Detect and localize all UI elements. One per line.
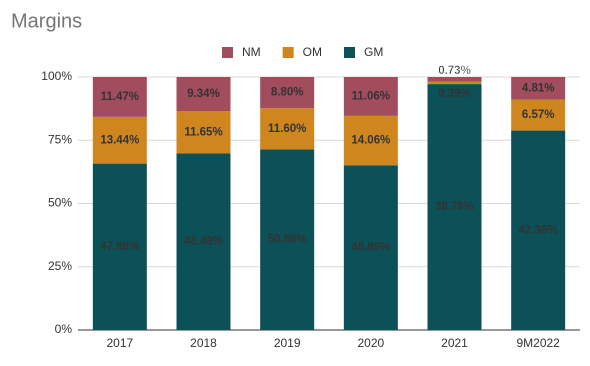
legend-label: GM <box>364 45 383 59</box>
data-label: 0.73% <box>438 65 471 77</box>
legend-label: NM <box>242 45 261 59</box>
legend-swatch <box>222 47 233 58</box>
data-label: 13.44% <box>100 134 139 146</box>
data-label: 11.65% <box>184 126 222 138</box>
data-label: 14.06% <box>351 135 390 147</box>
bar-segment <box>260 149 315 330</box>
bar-segment <box>427 84 482 331</box>
y-tick-label: 50% <box>48 196 72 210</box>
legend-swatch <box>344 47 356 58</box>
data-label: 11.47% <box>101 91 139 103</box>
data-label: 50.88% <box>268 234 307 246</box>
bar-segment <box>176 153 231 330</box>
data-label: 38.78% <box>435 201 474 213</box>
legend-swatch <box>282 47 294 58</box>
bar-segment <box>511 77 566 100</box>
bar-segment <box>343 115 398 166</box>
data-label: 46.89% <box>351 242 390 254</box>
data-label: 6.57% <box>522 109 555 121</box>
data-label: 11.06% <box>352 90 390 102</box>
bar-segment <box>260 77 315 109</box>
y-tick-label: 100% <box>41 69 72 83</box>
data-label: 8.80% <box>271 87 304 99</box>
bar-segment <box>343 77 398 116</box>
data-label: 9.34% <box>187 88 220 100</box>
data-label: 42.36% <box>519 224 558 236</box>
y-tick-label: 25% <box>48 259 72 273</box>
bar-segment <box>427 81 482 85</box>
bar-segment <box>176 111 231 154</box>
bar-segment <box>92 116 147 164</box>
data-label: 11.60% <box>268 123 306 135</box>
data-label: 0.39% <box>438 88 471 100</box>
y-tick-label: 0% <box>55 322 73 336</box>
bar-segment <box>92 163 147 330</box>
bar-segment <box>427 77 482 82</box>
bar-segment <box>176 77 231 112</box>
bar-segment <box>260 108 315 150</box>
bar-segment <box>511 130 566 330</box>
legend-label: OM <box>303 45 322 59</box>
bar-segment <box>343 165 398 330</box>
bar-segment <box>511 99 566 131</box>
y-tick-label: 75% <box>48 132 72 146</box>
x-tick-label: 2018 <box>190 336 217 350</box>
x-tick-label: 9M2022 <box>516 336 560 350</box>
chart-title: Margins <box>11 10 82 32</box>
data-label: 48.49% <box>184 236 223 248</box>
data-label: 4.81% <box>522 82 555 94</box>
x-tick-label: 2017 <box>106 336 133 350</box>
bar-segment <box>92 77 147 117</box>
x-tick-label: 2019 <box>274 336 301 350</box>
x-tick-label: 2021 <box>441 336 468 350</box>
data-label: 47.86% <box>100 241 139 253</box>
x-tick-label: 2020 <box>357 336 384 350</box>
